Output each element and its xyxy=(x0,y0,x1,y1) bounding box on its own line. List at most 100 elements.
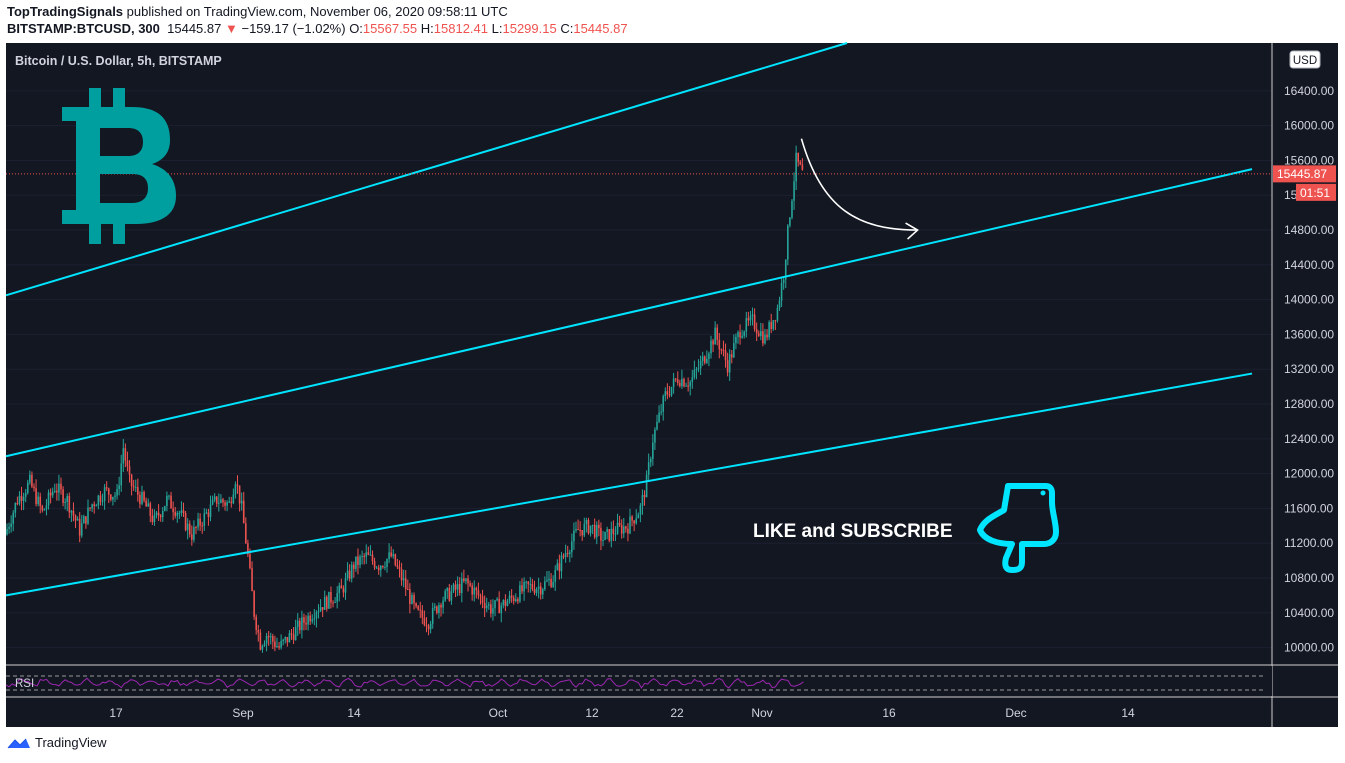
candle-body xyxy=(197,518,199,528)
price-tick-label: 13200.00 xyxy=(1284,362,1334,376)
candle-body xyxy=(691,377,694,383)
candle-body xyxy=(37,496,39,505)
candle-body xyxy=(768,322,770,338)
candle-body xyxy=(637,514,640,519)
candle-body xyxy=(481,596,484,604)
author-name[interactable]: TopTradingSignals xyxy=(7,4,124,19)
candle-body xyxy=(475,587,478,591)
candle-body xyxy=(487,604,490,606)
candle-body xyxy=(49,492,52,496)
price-tick-label: 12000.00 xyxy=(1284,467,1334,481)
grid xyxy=(6,90,1272,649)
candle-body xyxy=(87,507,89,524)
close-value: 15445.87 xyxy=(573,21,628,36)
candle-body xyxy=(288,633,291,643)
currency-button[interactable] xyxy=(1289,50,1321,69)
candle-body xyxy=(282,639,284,642)
last-price-badge-text: 15445.87 xyxy=(1277,167,1327,181)
candle-body xyxy=(74,515,77,521)
candle-body xyxy=(602,540,604,542)
candle-body xyxy=(573,530,575,542)
candle-body xyxy=(107,488,110,495)
time-tick-label: Dec xyxy=(1005,706,1026,720)
price-tick-label: 16400.00 xyxy=(1284,84,1334,98)
candle-body xyxy=(213,496,216,500)
candle-body xyxy=(56,490,58,493)
channel-line-upper[interactable] xyxy=(5,42,848,297)
candle-body xyxy=(406,589,409,591)
candle-body xyxy=(787,225,789,260)
candle-body xyxy=(16,503,19,505)
channel-line-middle[interactable] xyxy=(5,168,1253,458)
candle-body xyxy=(247,543,249,555)
candle-body xyxy=(365,552,368,557)
low-value: 15299.15 xyxy=(502,21,557,36)
candle-body xyxy=(529,583,532,585)
time-tick-label: 16 xyxy=(882,706,896,720)
candle-body xyxy=(795,152,797,182)
candle-body xyxy=(419,609,422,611)
candle-body xyxy=(334,601,336,603)
candle-body xyxy=(124,448,127,461)
last-price-badge xyxy=(1273,165,1336,183)
candle-body xyxy=(645,474,648,498)
candle-body xyxy=(105,487,108,489)
candle-body xyxy=(712,340,714,345)
time-tick-label: Nov xyxy=(751,706,772,720)
candle-body xyxy=(683,379,685,387)
currency-button-label[interactable]: USD xyxy=(1293,55,1317,67)
candle-body xyxy=(533,589,536,593)
candle-body xyxy=(448,588,451,601)
rsi-line xyxy=(5,677,804,689)
candle-body xyxy=(147,503,150,507)
candle-body xyxy=(332,602,334,604)
candle-body xyxy=(714,327,716,345)
rsi-pane[interactable] xyxy=(6,666,1272,696)
candle-body xyxy=(141,492,143,504)
price-tick-label: 10400.00 xyxy=(1284,606,1334,620)
price-axis[interactable] xyxy=(1272,43,1338,665)
tradingview-footer[interactable]: TradingView xyxy=(7,735,107,750)
candle-body xyxy=(350,564,353,579)
candle-body xyxy=(234,484,237,495)
pointing-hand-icon xyxy=(977,483,1059,573)
candle-body xyxy=(641,494,644,506)
candle-body xyxy=(261,645,264,650)
channel-line-lower[interactable] xyxy=(5,372,1253,597)
candle-body xyxy=(703,356,706,363)
candle-body xyxy=(776,308,779,321)
candle-body xyxy=(388,552,390,559)
candle-body xyxy=(469,583,471,586)
candle-body xyxy=(654,429,656,443)
open-value: 15567.55 xyxy=(362,21,418,36)
candle-body xyxy=(695,369,698,371)
candle-body xyxy=(375,567,378,569)
candle-body xyxy=(14,503,17,513)
candle-body xyxy=(62,489,64,503)
candle-body xyxy=(51,491,54,496)
candle-body xyxy=(357,556,359,565)
candle-body xyxy=(581,530,584,536)
candle-body xyxy=(784,259,787,280)
candle-body xyxy=(307,615,309,625)
candle-body xyxy=(726,360,729,373)
candle-body xyxy=(361,555,363,557)
candle-body xyxy=(575,528,577,531)
candle-body xyxy=(99,495,102,502)
candle-body xyxy=(191,534,193,540)
candle-body xyxy=(64,501,66,503)
time-tick-label: Oct xyxy=(489,706,508,720)
candle-body xyxy=(548,578,550,581)
candle-body xyxy=(608,529,611,541)
candle-body xyxy=(238,485,241,504)
candle-body xyxy=(735,336,737,344)
candle-body xyxy=(209,504,212,517)
candle-body xyxy=(311,619,314,622)
candle-body xyxy=(701,356,704,362)
candle-body xyxy=(656,421,658,430)
candle-body xyxy=(415,603,417,607)
candle-body xyxy=(278,646,280,648)
candle-body xyxy=(386,558,388,567)
candle-body xyxy=(164,505,166,511)
